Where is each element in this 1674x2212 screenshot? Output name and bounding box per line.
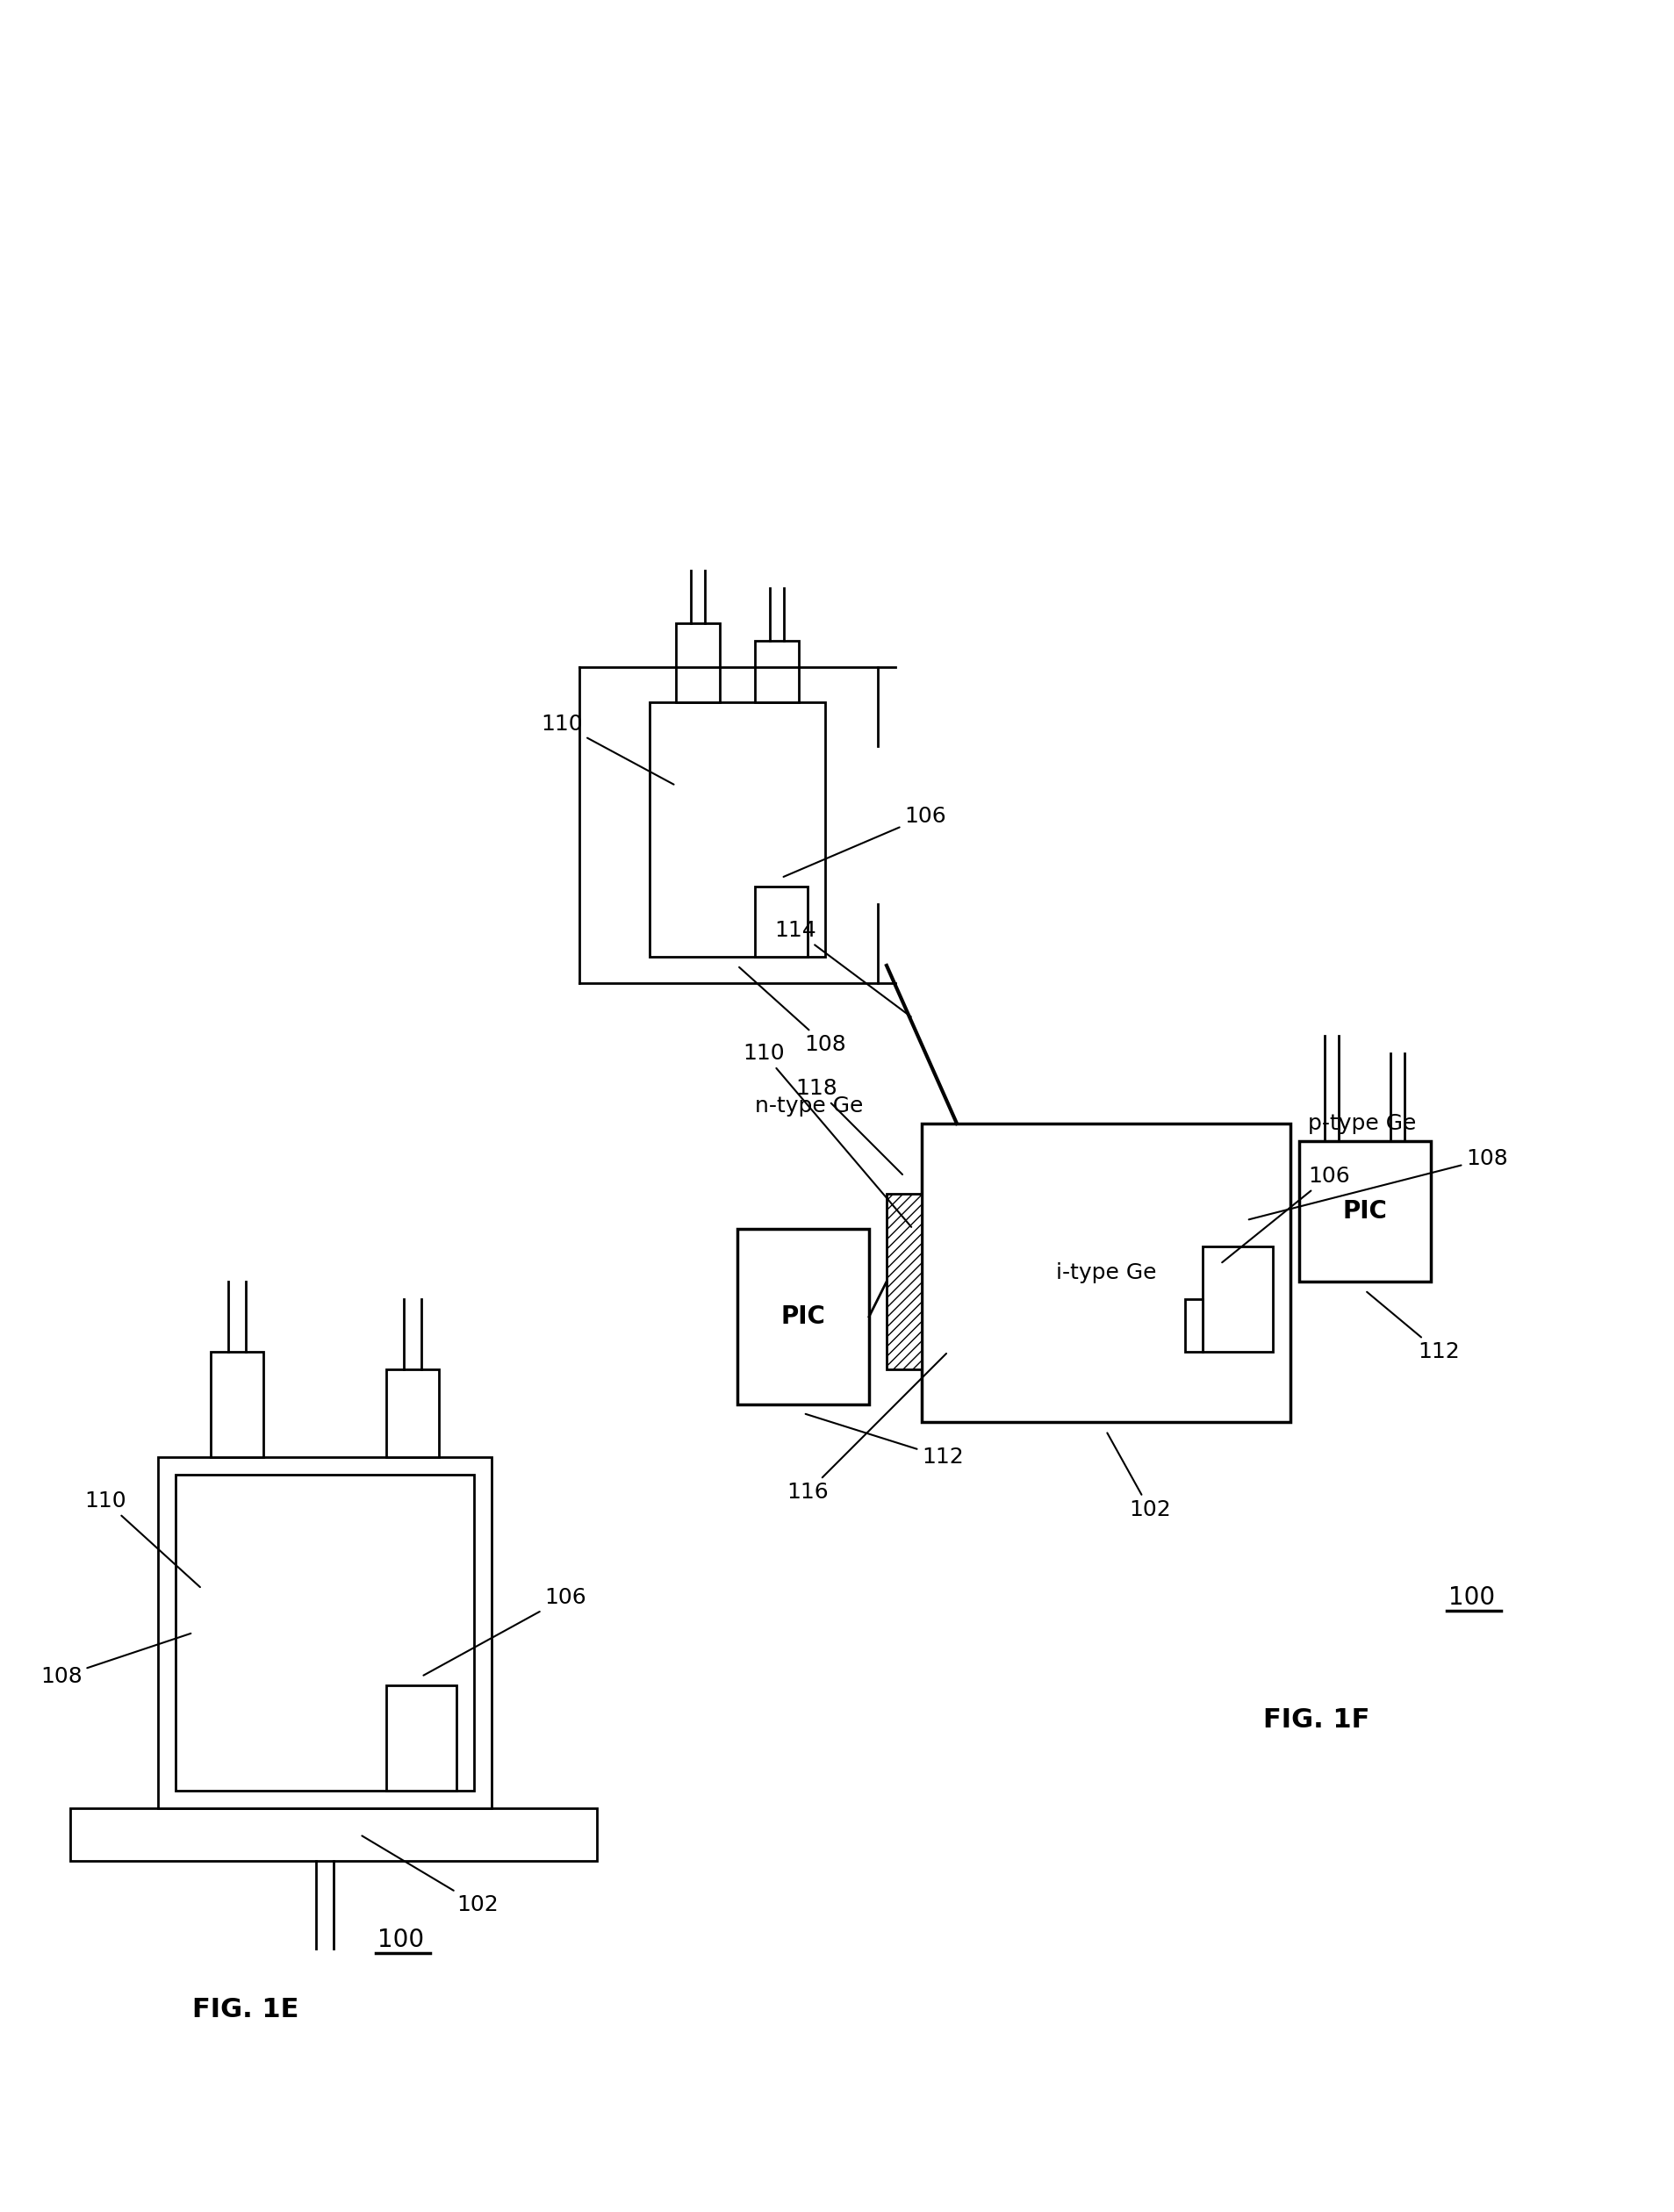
Text: 112: 112: [1368, 1292, 1460, 1363]
Bar: [176, 1475, 474, 1792]
Text: 110: 110: [743, 1042, 911, 1228]
Bar: [737, 1230, 869, 1405]
Text: 102: 102: [362, 1836, 499, 1916]
Text: 108: 108: [1249, 1148, 1508, 1219]
Bar: [1202, 1245, 1272, 1352]
Text: 110: 110: [84, 1491, 201, 1588]
Text: 116: 116: [787, 1354, 946, 1502]
Text: FIG. 1E: FIG. 1E: [193, 1997, 300, 2022]
Bar: [387, 1369, 439, 1458]
Bar: [755, 887, 807, 958]
Text: 106: 106: [783, 805, 946, 876]
Bar: [1299, 1141, 1431, 1281]
Text: 108: 108: [40, 1632, 191, 1688]
Text: 110: 110: [541, 714, 673, 785]
Text: n-type Ge: n-type Ge: [755, 1095, 864, 1117]
Text: 108: 108: [740, 967, 845, 1055]
Text: 102: 102: [1107, 1433, 1170, 1520]
Bar: [211, 1352, 263, 1458]
Text: i-type Ge: i-type Ge: [1056, 1263, 1157, 1283]
Bar: [70, 1807, 598, 1860]
Text: FIG. 1F: FIG. 1F: [1264, 1708, 1369, 1734]
Text: PIC: PIC: [780, 1305, 825, 1329]
Bar: [1185, 1298, 1202, 1352]
Bar: [157, 1458, 492, 1807]
Bar: [650, 701, 825, 958]
Bar: [676, 624, 720, 701]
Bar: [755, 641, 798, 701]
Text: 100: 100: [1448, 1586, 1495, 1610]
Text: 112: 112: [805, 1413, 964, 1467]
Text: 106: 106: [424, 1586, 586, 1674]
Text: PIC: PIC: [1343, 1199, 1388, 1223]
Text: 114: 114: [775, 920, 911, 1018]
Text: 106: 106: [1222, 1166, 1349, 1263]
Bar: [922, 1124, 1291, 1422]
Text: 100: 100: [377, 1927, 424, 1953]
Text: 118: 118: [795, 1077, 902, 1175]
Text: p-type Ge: p-type Ge: [1307, 1113, 1416, 1135]
Bar: [887, 1194, 922, 1369]
Bar: [387, 1686, 457, 1792]
